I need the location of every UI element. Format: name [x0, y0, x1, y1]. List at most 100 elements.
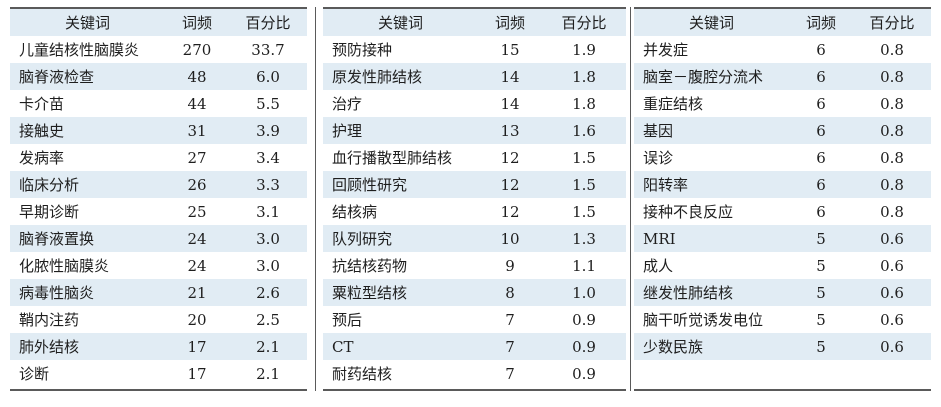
- frequency-cell: 24: [187, 256, 207, 275]
- frequency-cell: 5: [816, 229, 826, 248]
- header-keyword: 关键词: [377, 14, 423, 32]
- header-percentage: 百分比: [245, 14, 291, 32]
- percentage-cell: 0.8: [880, 175, 904, 194]
- table-row: 鞘内注药 20 2.5: [10, 306, 307, 333]
- keyword-cell: MRI: [643, 229, 676, 248]
- table-row: 脑脊液检查 48 6.0: [10, 63, 307, 90]
- table-row: 并发症 6 0.8: [634, 36, 931, 63]
- percentage-cell: 0.8: [880, 121, 904, 140]
- percentage-cell: 1.8: [572, 67, 596, 86]
- keyword-cell: 耐药结核: [332, 365, 393, 383]
- header-frequency: 词频: [805, 14, 836, 32]
- keyword-cell: 并发症: [643, 41, 689, 59]
- frequency-cell: 6: [816, 94, 826, 113]
- frequency-cell: 7: [505, 337, 515, 356]
- table-row: 临床分析 26 3.3: [10, 171, 307, 198]
- table-row: 基因 6 0.8: [634, 117, 931, 144]
- percentage-cell: 0.6: [880, 283, 904, 302]
- frequency-cell: 21: [187, 283, 207, 302]
- header-frequency: 词频: [181, 14, 212, 32]
- frequency-cell: 6: [816, 67, 826, 86]
- keyword-cell: 鞘内注药: [19, 311, 80, 329]
- table-row: 阳转率 6 0.8: [634, 171, 931, 198]
- keyword-cell: 脑脊液置换: [19, 230, 95, 248]
- keyword-cell: 预防接种: [332, 41, 393, 59]
- table-row: 接触史 31 3.9: [10, 117, 307, 144]
- keyword-cell: 脑室－腹腔分流术: [643, 68, 764, 86]
- table-row: 耐药结核 7 0.9: [323, 360, 626, 387]
- keyword-cell: 队列研究: [332, 230, 393, 248]
- table-row: 病毒性脑炎 21 2.6: [10, 279, 307, 306]
- frequency-cell: 14: [500, 67, 520, 86]
- keyword-cell: 病毒性脑炎: [19, 284, 95, 302]
- percentage-cell: 1.0: [572, 283, 596, 302]
- frequency-cell: 27: [187, 148, 207, 167]
- table-row: 少数民族 5 0.6: [634, 333, 931, 360]
- percentage-cell: 0.6: [880, 256, 904, 275]
- table-row: 接种不良反应 6 0.8: [634, 198, 931, 225]
- header-keyword: 关键词: [64, 14, 110, 32]
- percentage-cell: 0.6: [880, 229, 904, 248]
- table-row: 护理 13 1.6: [323, 117, 626, 144]
- percentage-cell: 2.1: [256, 364, 280, 383]
- percentage-cell: 1.5: [572, 148, 596, 167]
- table-row: 化脓性脑膜炎 24 3.0: [10, 252, 307, 279]
- percentage-cell: 3.9: [256, 121, 280, 140]
- table-row: 预防接种 15 1.9: [323, 36, 626, 63]
- frequency-cell: 6: [816, 175, 826, 194]
- table-row: 儿童结核性脑膜炎 270 33.7: [10, 36, 307, 63]
- percentage-cell: 2.6: [256, 283, 280, 302]
- percentage-cell: 3.4: [256, 148, 280, 167]
- frequency-cell: 10: [500, 229, 520, 248]
- percentage-cell: 1.9: [572, 40, 596, 59]
- table-row: 卡介苗 44 5.5: [10, 90, 307, 117]
- table-row: 粟粒型结核 8 1.0: [323, 279, 626, 306]
- table-row: 回顾性研究 12 1.5: [323, 171, 626, 198]
- header-percentage: 百分比: [561, 14, 607, 32]
- keyword-cell: 化脓性脑膜炎: [19, 257, 110, 275]
- keyword-cell: 治疗: [332, 95, 363, 113]
- percentage-cell: 0.8: [880, 148, 904, 167]
- percentage-cell: 0.9: [572, 364, 596, 383]
- percentage-cell: 1.5: [572, 175, 596, 194]
- keyword-cell: 少数民族: [643, 338, 704, 356]
- keyword-cell: 脑干听觉诱发电位: [643, 311, 764, 329]
- frequency-cell: 14: [500, 94, 520, 113]
- keyword-cell: 卡介苗: [19, 95, 65, 113]
- percentage-cell: 3.1: [256, 202, 280, 221]
- frequency-cell: 13: [500, 121, 520, 140]
- keyword-cell: 肺外结核: [19, 338, 80, 356]
- frequency-cell: 15: [500, 40, 520, 59]
- percentage-cell: 1.5: [572, 202, 596, 221]
- keyword-cell: 临床分析: [19, 176, 80, 194]
- table-header-row: 关键词 词频 百分比: [323, 9, 626, 36]
- table-row: CT 7 0.9: [323, 333, 626, 360]
- frequency-cell: 12: [500, 202, 520, 221]
- keyword-cell: 继发性肺结核: [643, 284, 734, 302]
- frequency-cell: 6: [816, 202, 826, 221]
- header-percentage: 百分比: [869, 14, 915, 32]
- table-header-row: 关键词 词频 百分比: [634, 9, 931, 36]
- percentage-cell: 0.9: [572, 310, 596, 329]
- frequency-cell: 7: [505, 310, 515, 329]
- percentage-cell: 1.8: [572, 94, 596, 113]
- table-row: 原发性肺结核 14 1.8: [323, 63, 626, 90]
- table-row: 脑脊液置换 24 3.0: [10, 225, 307, 252]
- table-row: MRI 5 0.6: [634, 225, 931, 252]
- keyword-cell: 接触史: [19, 122, 65, 140]
- keyword-cell: 血行播散型肺结核: [332, 149, 453, 167]
- percentage-cell: 0.8: [880, 202, 904, 221]
- percentage-cell: 0.6: [880, 337, 904, 356]
- table-row-empty: [634, 360, 931, 387]
- table-row: 发病率 27 3.4: [10, 144, 307, 171]
- frequency-cell: 6: [816, 121, 826, 140]
- table-row: 结核病 12 1.5: [323, 198, 626, 225]
- frequency-cell: 270: [182, 40, 212, 59]
- percentage-cell: 5.5: [256, 94, 280, 113]
- keyword-cell: 原发性肺结核: [332, 68, 423, 86]
- table-row: 早期诊断 25 3.1: [10, 198, 307, 225]
- frequency-cell: 5: [816, 337, 826, 356]
- keyword-cell: CT: [332, 337, 354, 356]
- table-row: 队列研究 10 1.3: [323, 225, 626, 252]
